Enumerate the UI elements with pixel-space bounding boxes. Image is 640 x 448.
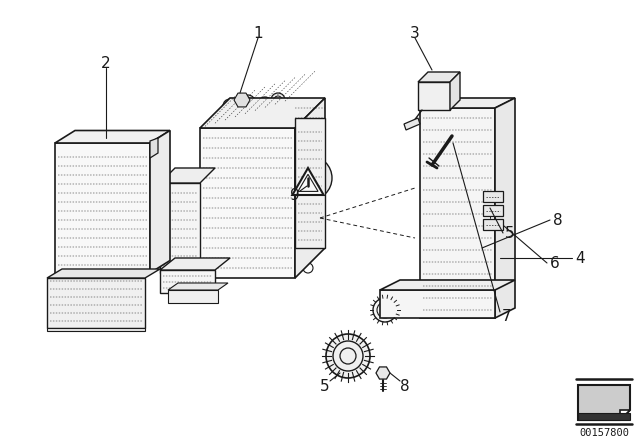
Polygon shape (483, 219, 503, 230)
Polygon shape (495, 98, 515, 318)
Circle shape (419, 93, 433, 107)
Text: 5: 5 (320, 379, 330, 393)
Polygon shape (420, 98, 515, 108)
Polygon shape (418, 82, 450, 110)
Polygon shape (150, 130, 170, 273)
Polygon shape (404, 118, 420, 130)
Polygon shape (450, 72, 460, 110)
Circle shape (271, 93, 285, 107)
Polygon shape (620, 410, 630, 420)
Polygon shape (380, 290, 495, 318)
Text: 1: 1 (253, 26, 263, 40)
Polygon shape (483, 205, 503, 216)
Polygon shape (47, 269, 160, 278)
Text: 2: 2 (101, 56, 111, 70)
Polygon shape (578, 413, 630, 420)
Text: 8: 8 (400, 379, 410, 393)
Circle shape (373, 298, 397, 322)
Polygon shape (47, 278, 145, 328)
Polygon shape (47, 328, 145, 331)
Polygon shape (55, 130, 170, 143)
Polygon shape (295, 118, 325, 248)
Circle shape (326, 334, 370, 378)
Polygon shape (295, 98, 325, 278)
Polygon shape (292, 168, 324, 195)
Text: 7: 7 (502, 309, 512, 323)
Polygon shape (160, 168, 215, 183)
Polygon shape (160, 270, 215, 293)
Text: 5: 5 (505, 225, 515, 241)
Polygon shape (418, 72, 460, 82)
Circle shape (288, 156, 332, 200)
Circle shape (223, 99, 237, 113)
Circle shape (467, 246, 479, 258)
Polygon shape (160, 258, 230, 270)
Polygon shape (160, 183, 200, 273)
Polygon shape (578, 385, 630, 420)
Polygon shape (234, 93, 250, 107)
Circle shape (146, 139, 154, 147)
Circle shape (241, 95, 255, 109)
Circle shape (258, 97, 272, 111)
Text: 4: 4 (575, 250, 585, 266)
Polygon shape (200, 128, 295, 278)
Polygon shape (420, 108, 495, 318)
Polygon shape (376, 367, 390, 379)
Polygon shape (200, 98, 325, 128)
Polygon shape (380, 280, 515, 290)
Text: 9: 9 (290, 188, 300, 202)
Polygon shape (168, 290, 218, 303)
Text: 3: 3 (410, 26, 420, 40)
Polygon shape (55, 143, 150, 273)
Text: 6: 6 (550, 255, 560, 271)
Polygon shape (150, 138, 158, 158)
Text: 8: 8 (553, 212, 563, 228)
Text: 00157800: 00157800 (579, 428, 629, 438)
Polygon shape (168, 283, 228, 290)
Polygon shape (483, 191, 503, 202)
Circle shape (146, 257, 154, 265)
Circle shape (307, 187, 310, 190)
